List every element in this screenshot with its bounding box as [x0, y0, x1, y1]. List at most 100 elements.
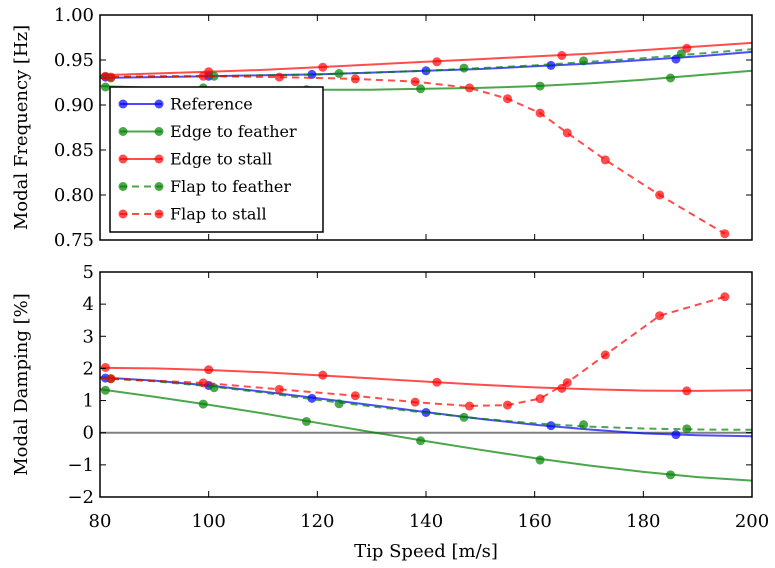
data-point-flap-to-stall: [350, 74, 360, 84]
data-point-edge-to-stall: [204, 365, 214, 375]
x-axis-title: Tip Speed [m/s]: [354, 541, 498, 562]
data-point-reference: [307, 69, 317, 79]
legend-marker-edge-to-stall: [154, 154, 164, 164]
legend-marker-flap-to-stall: [118, 209, 128, 219]
data-point-flap-to-stall: [600, 155, 610, 165]
legend-label-flap-to-stall: Flap to stall: [170, 205, 267, 224]
legend-marker-reference: [154, 99, 164, 109]
data-point-edge-to-stall: [318, 62, 328, 72]
data-point-flap-to-stall: [198, 71, 208, 81]
data-point-flap-to-feather: [459, 63, 469, 73]
data-point-flap-to-stall: [198, 378, 208, 388]
data-point-flap-to-stall: [274, 384, 284, 394]
y-tick-label: 0.90: [54, 95, 94, 116]
y-axis-title: Modal Damping [%]: [11, 293, 32, 476]
data-point-edge-to-stall: [557, 51, 567, 60]
y-axis-title: Modal Frequency [Hz]: [11, 25, 32, 230]
legend-marker-flap-to-feather: [118, 182, 128, 191]
data-point-edge-to-feather: [416, 436, 426, 446]
data-point-edge-to-feather: [100, 385, 110, 395]
x-tick-label: 80: [89, 511, 112, 532]
y-tick-label: −2: [67, 487, 94, 508]
legend-marker-reference: [118, 99, 128, 109]
data-point-reference: [307, 393, 317, 403]
x-tick-label: 100: [191, 511, 225, 532]
y-tick-label: 0.95: [54, 50, 94, 71]
legend-marker-flap-to-stall: [154, 209, 164, 219]
data-point-edge-to-feather: [666, 470, 675, 480]
data-point-flap-to-feather: [459, 412, 469, 422]
data-point-flap-to-stall: [562, 128, 572, 138]
data-point-edge-to-feather: [416, 84, 426, 94]
data-point-flap-to-feather: [334, 399, 344, 409]
y-tick-label: 3: [83, 326, 94, 347]
data-point-edge-to-feather: [535, 81, 545, 91]
data-point-flap-to-stall: [655, 311, 665, 321]
data-point-flap-to-stall: [106, 374, 116, 384]
data-point-edge-to-feather: [301, 416, 311, 426]
series-line-edge-to-stall: [99, 366, 753, 392]
legend: Reference Edge to feather Edge to stall Fla…: [109, 86, 324, 233]
data-point-edge-to-feather: [666, 73, 675, 83]
x-tick-label: 200: [735, 511, 769, 532]
data-point-flap-to-feather: [579, 420, 589, 430]
y-tick-label: 2: [83, 358, 94, 379]
legend-marker-edge-to-stall: [118, 154, 128, 164]
x-tick-label: 160: [517, 511, 551, 532]
data-point-flap-to-stall: [350, 391, 360, 401]
data-point-edge-to-stall: [557, 383, 567, 393]
data-point-flap-to-feather: [579, 56, 589, 66]
y-tick-label: −1: [67, 455, 94, 476]
legend-label-edge-to-stall: Edge to stall: [170, 150, 272, 169]
legend-label-reference: Reference: [170, 95, 253, 114]
data-point-reference: [671, 430, 681, 440]
data-point-reference: [546, 60, 556, 70]
data-point-flap-to-stall: [535, 394, 545, 404]
data-point-flap-to-stall: [720, 292, 730, 302]
data-point-flap-to-feather: [682, 424, 692, 434]
y-tick-label: 1: [83, 391, 94, 412]
panel-2: 80 100 120 140 160 180 200 −2 −1 0 1 2 3 4 5 Modal Damp…: [11, 262, 769, 562]
data-point-edge-to-stall: [432, 57, 442, 67]
data-point-flap-to-feather: [209, 383, 219, 393]
data-point-flap-to-stall: [410, 397, 420, 407]
data-point-flap-to-stall: [274, 72, 284, 82]
y-tick-label: 1.00: [54, 5, 94, 26]
series-line-edge-to-feather: [99, 388, 753, 482]
data-point-flap-to-stall: [600, 350, 610, 360]
data-point-flap-to-feather: [676, 49, 686, 59]
data-point-flap-to-stall: [106, 72, 116, 82]
y-tick-label: 4: [83, 294, 94, 315]
legend-marker-edge-to-feather: [118, 127, 128, 136]
data-point-edge-to-stall: [318, 370, 328, 380]
data-point-edge-to-feather: [100, 82, 110, 92]
data-point-flap-to-stall: [720, 229, 730, 239]
data-point-edge-to-stall: [682, 386, 692, 396]
y-tick-label: 0.75: [54, 230, 94, 251]
data-point-edge-to-feather: [535, 455, 545, 465]
data-point-flap-to-stall: [464, 401, 474, 411]
legend-label-edge-to-feather: Edge to feather: [170, 122, 297, 141]
data-point-flap-to-stall: [562, 378, 572, 388]
x-tick-label: 120: [300, 511, 334, 532]
y-tick-label: 0: [83, 423, 94, 444]
data-point-edge-to-feather: [198, 399, 208, 409]
legend-marker-flap-to-feather: [154, 182, 164, 191]
data-point-flap-to-stall: [410, 77, 420, 87]
data-point-flap-to-stall: [503, 94, 512, 104]
data-point-flap-to-feather: [334, 69, 344, 78]
data-point-reference: [546, 421, 556, 431]
y-tick-label: 0.85: [54, 140, 94, 161]
y-tick-label: 5: [83, 262, 94, 283]
legend-marker-edge-to-feather: [154, 127, 164, 136]
legend-label-flap-to-feather: Flap to feather: [170, 177, 291, 196]
data-point-edge-to-stall: [432, 377, 442, 387]
x-tick-label: 180: [626, 511, 660, 532]
series-line-flap-to-feather: [99, 377, 753, 431]
data-point-flap-to-stall: [655, 190, 665, 200]
y-tick-label: 0.80: [54, 185, 94, 206]
data-point-flap-to-stall: [503, 400, 512, 410]
data-point-flap-to-stall: [535, 108, 545, 118]
data-point-edge-to-stall: [100, 362, 110, 372]
